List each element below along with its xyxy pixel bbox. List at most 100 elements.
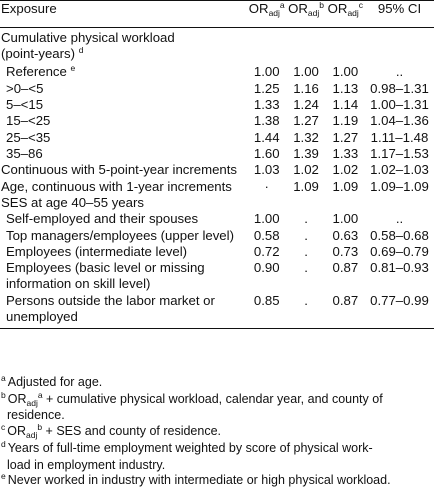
cell-or-c: 1.13 bbox=[332, 80, 359, 96]
cell-ci: 1.04–1.36 bbox=[370, 113, 429, 129]
cell-or-a: 0.72 bbox=[253, 243, 280, 259]
footnote-mark: b bbox=[1, 389, 6, 400]
cell-ci: 1.00–1.31 bbox=[370, 97, 429, 113]
row-label: Top managers/employees (upper level) bbox=[6, 227, 234, 243]
cell-ci: .. bbox=[395, 63, 404, 79]
cell-or-c: 0.87 bbox=[332, 260, 359, 276]
row-label: >0–<5 bbox=[6, 80, 44, 96]
cell-or-c: 1.14 bbox=[332, 97, 359, 113]
col-header-exposure: Exposure bbox=[0, 0, 248, 28]
table-footnotes: a Adjusted for age. b ORadja + cumulative … bbox=[1, 373, 431, 490]
cell-or-c: 0.87 bbox=[325, 292, 365, 330]
table-row: Top managers/employees (upper level) 0.5… bbox=[0, 228, 434, 244]
cell-or-a: 0.58 bbox=[253, 227, 280, 243]
table-row: Continuous with 5-point-year increments … bbox=[0, 162, 434, 178]
col-header-or-c: ORadjc bbox=[325, 0, 365, 28]
cell-or-a: 1.38 bbox=[253, 113, 280, 129]
table-row: Age, continuous with 1-year increments ·… bbox=[0, 179, 434, 195]
cell-ci: 0.69–0.79 bbox=[370, 243, 429, 259]
row-label: Continuous with 5-point-year increments bbox=[1, 162, 238, 178]
table-row: 25–<35 1.44 1.32 1.27 1.11–1.48 bbox=[0, 130, 434, 146]
cell-or-b: . bbox=[304, 260, 308, 276]
cell-ci: 1.02–1.03 bbox=[370, 162, 429, 178]
or-footnote-mark: b bbox=[319, 0, 324, 10]
row-label: Self-employed and their spouses bbox=[6, 211, 199, 227]
cell-ci: 0.98–1.31 bbox=[370, 80, 429, 96]
footnote-d-continued: load in employment industry. bbox=[7, 457, 166, 472]
cell-or-c: 1.00 bbox=[332, 63, 359, 79]
cell-or-b: . bbox=[286, 292, 326, 330]
cell-or-a: 1.00 bbox=[253, 63, 280, 79]
or-subscript: adj bbox=[307, 8, 320, 18]
cell-ci: 1.09–1.09 bbox=[370, 178, 429, 194]
or-subscript: adj bbox=[268, 8, 280, 18]
row-label: 25–<35 bbox=[6, 129, 51, 145]
table-row: Persons outside the labor market or unem… bbox=[0, 292, 434, 330]
cell-or-a: 1.44 bbox=[253, 129, 280, 145]
footnote-mark: a bbox=[1, 373, 6, 383]
or-label: OR bbox=[248, 1, 269, 16]
footnote-mark: c bbox=[1, 422, 6, 433]
cell-or-a: 0.90 bbox=[253, 260, 280, 276]
section-title: SES at age 40–55 years bbox=[1, 194, 144, 210]
col-header-or-a: ORadja bbox=[247, 0, 287, 28]
cell-or-c: 0.63 bbox=[332, 227, 359, 243]
cell-or-c: 1.19 bbox=[332, 113, 359, 129]
cell-ci: 0.58–0.68 bbox=[370, 227, 429, 243]
col-header-ci: 95% CI bbox=[364, 0, 434, 28]
footnote-c: c ORadjb + SES and county of residence. bbox=[1, 422, 222, 441]
cell-or-a: 0.85 bbox=[247, 292, 287, 330]
cell-or-c: 0.73 bbox=[332, 243, 359, 259]
cell-or-a: 1.03 bbox=[253, 162, 280, 178]
table-row: Reference e 1.00 1.00 1.00 .. bbox=[0, 63, 434, 81]
footnote-b: b ORadja + cumulative physical workload, … bbox=[1, 389, 383, 408]
cell-or-b: . bbox=[304, 243, 308, 259]
or-label: OR bbox=[288, 1, 308, 16]
footnote-mark: e bbox=[1, 471, 6, 482]
or-subscript: adj bbox=[347, 8, 359, 18]
cell-or-b: 1.27 bbox=[293, 113, 319, 129]
footnote-mark: d bbox=[78, 45, 84, 56]
section-row-workload: Cumulative physical workload (point-year… bbox=[0, 30, 434, 64]
cell-or-c: 1.33 bbox=[332, 146, 359, 162]
cell-or-c: 1.00 bbox=[332, 211, 359, 227]
cell-or-a: 1.00 bbox=[253, 211, 280, 227]
cell-or-b: 1.09 bbox=[293, 178, 319, 194]
cell-or-a: 1.33 bbox=[253, 97, 280, 113]
col-header-or-b: ORadjb bbox=[286, 0, 326, 28]
cell-or-b: 1.02 bbox=[293, 162, 319, 178]
cell-or-b: 1.00 bbox=[293, 63, 319, 79]
table-row: 35–86 1.60 1.39 1.33 1.17–1.53 bbox=[0, 146, 434, 162]
or-label: OR bbox=[327, 1, 348, 16]
cell-ci: 1.11–1.48 bbox=[370, 129, 429, 145]
cell-or-c: 1.27 bbox=[332, 129, 359, 145]
row-label: 15–<25 bbox=[6, 113, 51, 129]
cell-or-b: 1.24 bbox=[293, 97, 319, 113]
cell-or-a: 1.60 bbox=[253, 146, 280, 162]
footnote-d: d Years of full-time employment weighted … bbox=[1, 438, 373, 455]
table-row: Self-employed and their spouses 1.00 . 1… bbox=[0, 211, 434, 227]
cell-or-c: 1.02 bbox=[332, 162, 359, 178]
cell-or-b: 1.16 bbox=[293, 80, 319, 96]
odds-ratio-table: Exposure ORadja ORadjb ORadjc 95% CI Cum… bbox=[0, 0, 434, 330]
or-footnote-mark: a bbox=[279, 0, 285, 10]
cell-or-a: · bbox=[264, 178, 269, 194]
table-row: 5–<15 1.33 1.24 1.14 1.00–1.31 bbox=[0, 97, 434, 113]
table-header-row: Exposure ORadja ORadjb ORadjc 95% CI bbox=[0, 0, 434, 28]
cell-or-b: 1.32 bbox=[293, 129, 319, 145]
cell-or-c: 1.09 bbox=[332, 178, 359, 194]
section-title-line: Cumulative physical workload bbox=[1, 30, 175, 45]
section-title-line: (point-years) d bbox=[1, 45, 84, 62]
footnote-a: a Adjusted for age. bbox=[1, 373, 103, 389]
cell-or-b: . bbox=[304, 227, 308, 243]
row-label: Persons outside the labor market or unem… bbox=[0, 292, 248, 330]
cell-or-b: . bbox=[304, 211, 308, 227]
table-row: >0–<5 1.25 1.16 1.13 0.98–1.31 bbox=[0, 81, 434, 97]
cell-ci: .. bbox=[395, 211, 404, 227]
cell-ci: 0.77–0.99 bbox=[364, 292, 434, 330]
footnote-b-continued: residence. bbox=[7, 408, 65, 423]
footnote-mark: d bbox=[1, 438, 6, 449]
or-footnote-mark: c bbox=[358, 0, 364, 10]
cell-ci: 0.81–0.93 bbox=[370, 260, 429, 276]
